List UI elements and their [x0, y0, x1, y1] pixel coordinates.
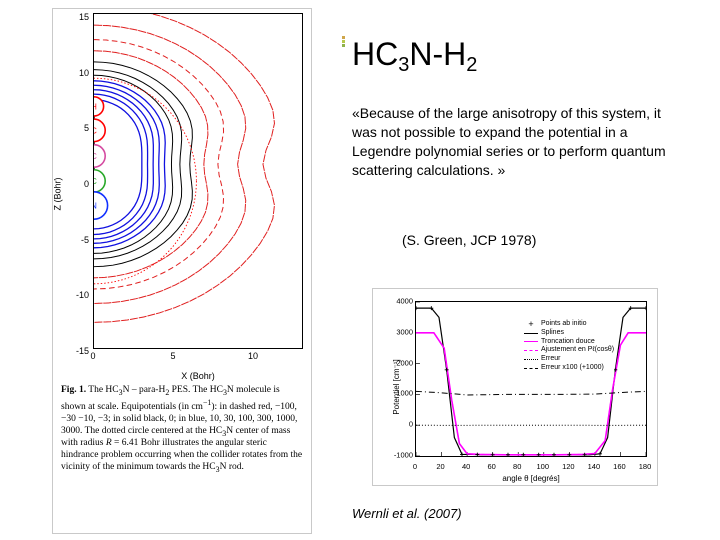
- quote-attribution: (S. Green, JCP 1978): [402, 232, 536, 248]
- pes-figure-panel: Z (Bohr) -15-10-5051015 HCCCN 0510 X (Bo…: [52, 8, 312, 534]
- accent-dot: [342, 40, 345, 43]
- legend-label: Ajustement en Pℓ(cosθ): [541, 346, 614, 355]
- pes-y-tick: 15: [79, 12, 89, 22]
- pes-y-tick: -15: [76, 346, 89, 356]
- legend-label: Splines: [541, 329, 564, 338]
- right-chart-x-tick: 60: [487, 462, 495, 471]
- right-chart-y-tick: 4000: [396, 297, 413, 306]
- pes-plot-area: H C C C N: [93, 13, 303, 349]
- right-chart-legend: +Points ab initioSplinesTroncation douce…: [524, 320, 614, 373]
- atom-label: H: [94, 102, 97, 111]
- accent-dot: [342, 44, 345, 47]
- legend-label: Erreur x100 (+1000): [541, 364, 604, 373]
- accent-dot: [342, 36, 345, 39]
- pes-plot: Z (Bohr) -15-10-5051015 HCCCN 0510 X (Bo…: [53, 9, 311, 379]
- legend-item: +Points ab initio: [524, 320, 614, 329]
- legend-label: Erreur: [541, 355, 560, 364]
- right-chart-x-label: angle θ [degrés]: [415, 474, 647, 483]
- pes-caption: Fig. 1. The HC3N – para-H2 PES. The HC3N…: [53, 379, 311, 479]
- pes-x-tick: 5: [170, 351, 175, 361]
- legend-item: Ajustement en Pℓ(cosθ): [524, 346, 614, 355]
- right-chart-x-tick: 40: [462, 462, 470, 471]
- legend-item: Splines: [524, 329, 614, 338]
- pes-y-tick: 5: [84, 123, 89, 133]
- pes-y-tick: 0: [84, 179, 89, 189]
- right-chart-x-tick: 180: [639, 462, 652, 471]
- right-chart-x-tick: 20: [436, 462, 444, 471]
- right-chart-x-tick: 80: [513, 462, 521, 471]
- right-chart-x-tick: 140: [588, 462, 601, 471]
- right-chart-x-tick: 100: [537, 462, 550, 471]
- potential-angle-chart: Potentiel [cm⁻¹] +Points ab initioSpline…: [372, 288, 658, 486]
- legend-label: Points ab initio: [541, 320, 587, 329]
- right-chart-y-tick: 2000: [396, 358, 413, 367]
- pes-contour-svg: H C C C N: [94, 14, 302, 348]
- right-chart-x-tick: 160: [613, 462, 626, 471]
- atom-label: N: [94, 201, 97, 210]
- pes-y-tick: -10: [76, 290, 89, 300]
- right-chart-y-tick: -1000: [394, 451, 413, 460]
- right-chart-y-label: Potentiel [cm⁻¹]: [392, 359, 401, 414]
- legend-item: Erreur x100 (+1000): [524, 364, 614, 373]
- atom-label: C: [94, 126, 97, 135]
- pes-y-tick: 10: [79, 68, 89, 78]
- right-chart-plot-area: +Points ab initioSplinesTroncation douce…: [415, 301, 647, 457]
- page-title: HC3N-H2: [352, 36, 477, 73]
- pes-x-tick: 10: [248, 351, 258, 361]
- quote-text: «Because of the large anisotropy of this…: [352, 104, 672, 180]
- legend-label: Troncation douce: [541, 338, 595, 347]
- atom-label: C: [94, 152, 97, 161]
- right-chart-y-tick: 1000: [396, 389, 413, 398]
- right-chart-y-tick: 3000: [396, 327, 413, 336]
- pes-x-tick: 0: [90, 351, 95, 361]
- bottom-citation: Wernli et al. (2007): [352, 506, 462, 521]
- atom-label: C: [94, 177, 97, 186]
- legend-item: Erreur: [524, 355, 614, 364]
- pes-y-tick: -5: [81, 235, 89, 245]
- pes-x-axis-label: X (Bohr): [93, 371, 303, 381]
- pes-y-axis: -15 -10 -5 0 5 10 15: [61, 13, 91, 369]
- right-chart-x-tick: 0: [413, 462, 417, 471]
- right-chart-y-tick: 0: [409, 420, 413, 429]
- right-chart-x-tick: 120: [562, 462, 575, 471]
- legend-item: Troncation douce: [524, 338, 614, 347]
- pes-x-axis: 0 5 10: [93, 351, 303, 369]
- title-accent: [342, 36, 345, 47]
